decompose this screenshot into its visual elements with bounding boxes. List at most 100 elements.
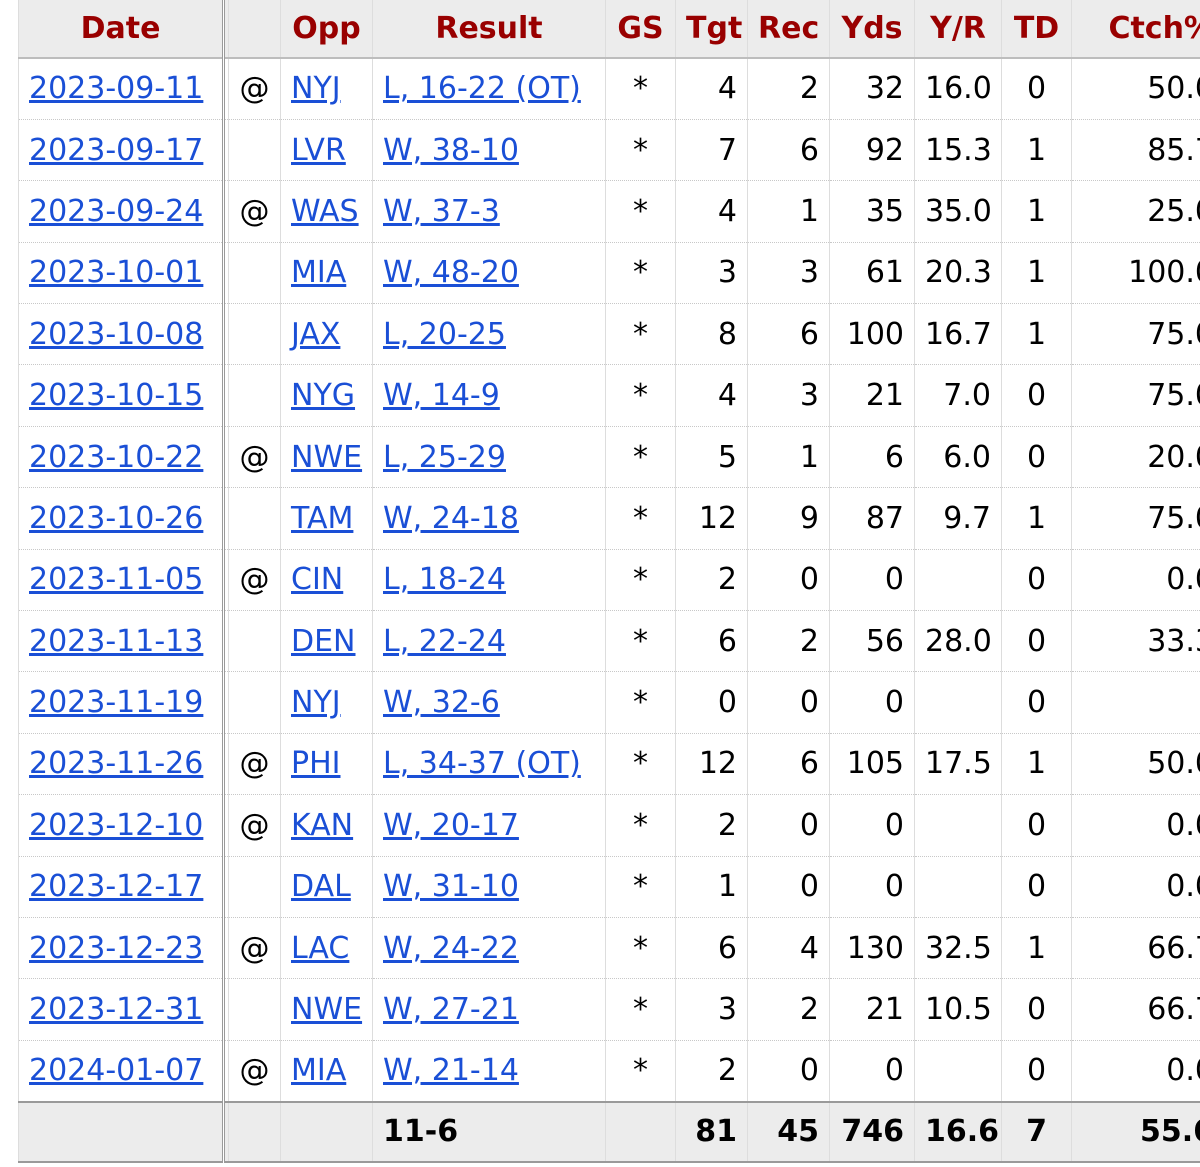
col-header-yds[interactable]: Yds [829,0,915,59]
date-link[interactable]: 2023-12-31 [29,992,204,1028]
result-link[interactable]: L, 34-37 (OT) [383,746,581,782]
table-row: 2023-09-11 @ NYJ L, 16-22 (OT) * 4 2 32 16.0 0 50.… [18,58,1200,120]
opponent-link[interactable]: KAN [291,807,354,843]
date-cell: 2023-10-08 [18,303,225,366]
opponent-link[interactable]: NYJ [291,685,341,721]
opponent-cell: MIA [280,1040,373,1103]
opponent-link[interactable]: DEN [291,623,356,659]
games-started-cell: * [605,119,676,182]
opponent-cell: KAN [280,794,373,857]
date-cell: 2023-09-24 [18,180,225,243]
catch-pct-cell: 20.0 [1071,426,1200,489]
targets-cell: 2 [675,794,748,857]
date-cell: 2023-12-17 [18,856,225,918]
date-link[interactable]: 2023-11-05 [29,562,204,598]
touchdowns-cell: 0 [1001,364,1072,427]
date-link[interactable]: 2024-01-07 [29,1053,204,1089]
receptions-cell: 2 [747,58,830,120]
opponent-link[interactable]: LAC [291,930,350,966]
date-link[interactable]: 2023-10-01 [29,255,204,291]
opponent-link[interactable]: MIA [291,1053,347,1089]
result-cell: L, 25-29 [372,426,606,489]
result-link[interactable]: W, 21-14 [383,1053,519,1089]
targets-cell: 2 [675,549,748,612]
date-link[interactable]: 2023-11-26 [29,746,204,782]
col-header-gs[interactable]: GS [605,0,676,59]
yards-cell: 21 [829,364,915,427]
col-header-td[interactable]: TD [1001,0,1072,59]
yards-per-reception-cell [914,856,1002,918]
opponent-cell: DEN [280,610,373,673]
col-header-catch-pct[interactable]: Ctch% [1071,0,1200,59]
receptions-cell: 3 [747,364,830,427]
result-link[interactable]: W, 24-18 [383,500,519,536]
date-link[interactable]: 2023-09-11 [29,71,204,107]
result-link[interactable]: L, 18-24 [383,562,506,598]
col-header-yr[interactable]: Y/R [914,0,1002,59]
date-link[interactable]: 2023-10-15 [29,378,204,414]
opponent-link[interactable]: WAS [291,193,359,229]
date-cell: 2023-09-11 [18,58,225,120]
result-link[interactable]: W, 32-6 [383,685,500,721]
yards-cell: 35 [829,180,915,243]
catch-pct-cell: 25.0 [1071,180,1200,243]
receptions-cell: 2 [747,610,830,673]
date-link[interactable]: 2023-12-10 [29,807,204,843]
opponent-link[interactable]: TAM [291,500,354,536]
result-link[interactable]: W, 37-3 [383,193,500,229]
targets-cell: 6 [675,610,748,673]
opponent-link[interactable]: DAL [291,869,351,905]
result-link[interactable]: W, 38-10 [383,132,519,168]
result-link[interactable]: W, 48-20 [383,255,519,291]
date-link[interactable]: 2023-11-13 [29,623,204,659]
col-header-opp[interactable]: Opp [280,0,373,59]
header-row: Date Opp Result GS Tgt Rec Yds Y/R TD Ct… [18,0,1200,59]
opponent-link[interactable]: NWE [291,439,363,475]
opponent-link[interactable]: NYJ [291,71,341,107]
away-marker [228,671,281,734]
opponent-link[interactable]: LVR [291,132,346,168]
totals-catch-pct: 55.6 [1071,1100,1200,1163]
result-link[interactable]: W, 14-9 [383,378,500,414]
games-started-cell: * [605,180,676,243]
date-link[interactable]: 2023-12-17 [29,869,204,905]
opponent-link[interactable]: NYG [291,378,356,414]
targets-cell: 12 [675,487,748,550]
totals-td: 7 [1001,1100,1072,1163]
opponent-cell: TAM [280,487,373,550]
col-header-date[interactable]: Date [18,0,225,59]
away-marker [228,303,281,366]
date-link[interactable]: 2023-11-19 [29,685,204,721]
result-link[interactable]: L, 25-29 [383,439,506,475]
targets-cell: 12 [675,733,748,796]
targets-cell: 3 [675,978,748,1041]
result-link[interactable]: W, 31-10 [383,869,519,905]
opponent-link[interactable]: MIA [291,255,347,291]
result-link[interactable]: W, 20-17 [383,807,519,843]
targets-cell: 0 [675,671,748,734]
date-link[interactable]: 2023-09-17 [29,132,204,168]
col-header-tgt[interactable]: Tgt [675,0,748,59]
opponent-link[interactable]: NWE [291,992,363,1028]
date-link[interactable]: 2023-10-22 [29,439,204,475]
date-link[interactable]: 2023-09-24 [29,193,204,229]
date-link[interactable]: 2023-12-23 [29,930,204,966]
opponent-link[interactable]: JAX [291,316,341,352]
games-started-cell: * [605,733,676,796]
result-link[interactable]: L, 16-22 (OT) [383,71,581,107]
result-link[interactable]: L, 20-25 [383,316,506,352]
opponent-link[interactable]: PHI [291,746,341,782]
date-link[interactable]: 2023-10-08 [29,316,204,352]
catch-pct-cell: 0.0 [1071,856,1200,918]
catch-pct-cell: 75.0 [1071,487,1200,550]
date-link[interactable]: 2023-10-26 [29,500,204,536]
result-link[interactable]: W, 24-22 [383,930,519,966]
opponent-link[interactable]: CIN [291,562,344,598]
result-link[interactable]: L, 22-24 [383,623,506,659]
result-link[interactable]: W, 27-21 [383,992,519,1028]
col-header-result[interactable]: Result [372,0,606,59]
col-header-rec[interactable]: Rec [747,0,830,59]
